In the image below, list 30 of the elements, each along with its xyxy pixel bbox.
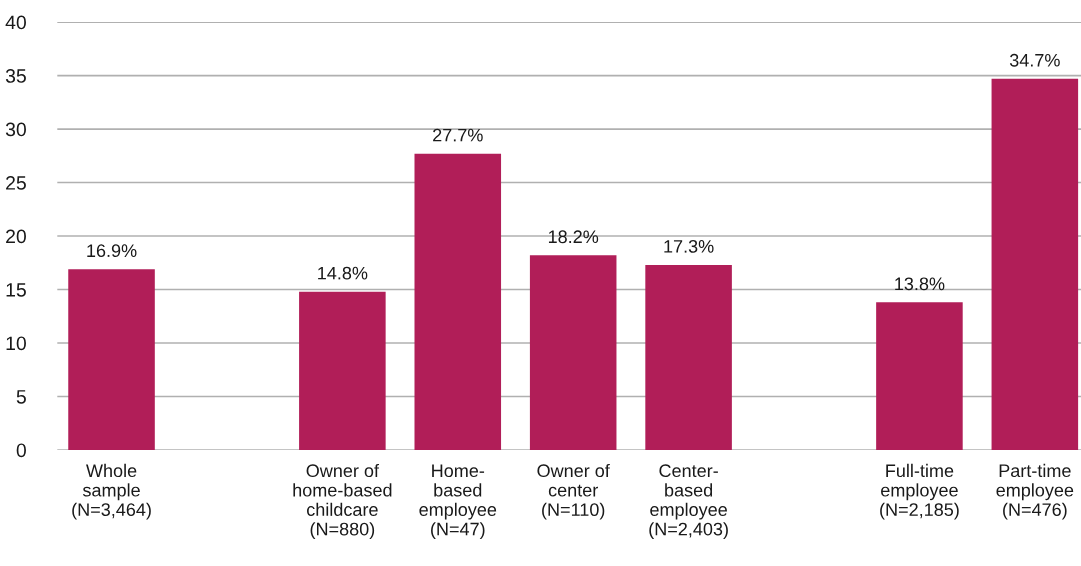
y-tick-label: 20 <box>6 229 26 244</box>
bar <box>876 302 963 450</box>
y-tick-label: 35 <box>5 69 26 83</box>
bar <box>991 78 1079 450</box>
data-label: 17.3% <box>664 239 714 253</box>
data-label: 18.2% <box>548 230 599 244</box>
bar <box>529 255 617 450</box>
data-label: 16.9% <box>87 244 137 258</box>
y-tick-label: 5 <box>16 390 26 404</box>
y-tick-label: 15 <box>6 283 26 297</box>
x-tick-label: Owner of center (N=110) <box>537 463 610 520</box>
x-tick-label: Full-time employee (N=2,185) <box>880 463 959 520</box>
x-tick-label: Whole sample (N=3,464) <box>72 463 151 520</box>
y-tick-label: 25 <box>6 176 26 190</box>
data-label: 27.7% <box>433 128 483 142</box>
bar <box>414 153 502 450</box>
bar <box>645 264 732 450</box>
bar <box>299 291 386 450</box>
y-tick-label: 0 <box>16 443 26 458</box>
data-label: 34.7% <box>1009 53 1060 67</box>
data-label: 14.8% <box>318 266 368 280</box>
y-tick-label: 30 <box>5 122 26 137</box>
x-tick-label: Owner of home-based childcare (N=880) <box>293 463 392 540</box>
x-tick-label: Part-time employee (N=476) <box>996 463 1074 520</box>
y-tick-label: 10 <box>6 336 26 351</box>
bar <box>68 269 155 450</box>
x-tick-label: Home- based employee (N=47) <box>419 464 497 540</box>
data-label: 13.8% <box>895 277 945 291</box>
y-tick-label: 40 <box>5 15 26 30</box>
x-tick-label: Center- based employee (N=2,403) <box>649 464 728 540</box>
